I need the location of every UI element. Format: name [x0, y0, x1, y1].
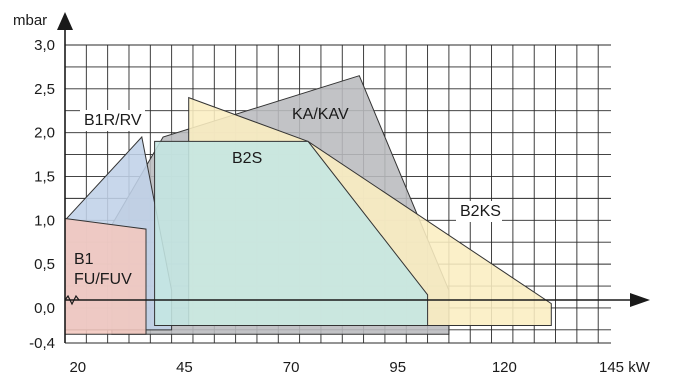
region-label: B1 FU/FUV [74, 251, 132, 288]
label-background [80, 110, 145, 131]
region-label: B2KS [460, 203, 501, 220]
y-tick-label: 0,0 [34, 300, 55, 317]
y-tick-label: 3,0 [34, 37, 55, 54]
x-tick-label: 70 [283, 359, 300, 376]
y-tick-label: 2,5 [34, 81, 55, 98]
tick-labels: 3,0 2,5 2,0 1,5 1,0 0,5 0,0 -0,4 20 45 70 95 120 145 … [29, 37, 651, 376]
axes: mbar [13, 12, 650, 343]
y-axis-unit: mbar [13, 12, 47, 29]
y-axis-arrow [57, 12, 73, 30]
x-axis-arrow [630, 293, 650, 307]
y-tick-label: -0,4 [29, 335, 55, 352]
x-tick-label: 120 [492, 359, 517, 376]
x-tick-label: 95 [389, 359, 406, 376]
region-label: B2S [232, 150, 262, 167]
y-tick-label: 1,5 [34, 168, 55, 185]
region-label: B1R/RV [84, 112, 142, 129]
x-tick-label: 45 [176, 359, 193, 376]
axis-break-mark [64, 294, 80, 306]
x-tick-label: 145 kW [599, 359, 651, 376]
y-tick-label: 2,0 [34, 125, 55, 142]
x-tick-label: 20 [69, 359, 86, 376]
region-label: KA/KAV [292, 106, 349, 123]
label-background [456, 201, 502, 222]
y-tick-label: 1,0 [34, 212, 55, 229]
region-labels: KA/KAV B2KS B1R/RV B2S B1 FU/FUV [74, 106, 502, 288]
working-field-regions [64, 75, 552, 335]
region-b2s [154, 140, 429, 326]
y-tick-label: 0,5 [34, 256, 55, 273]
